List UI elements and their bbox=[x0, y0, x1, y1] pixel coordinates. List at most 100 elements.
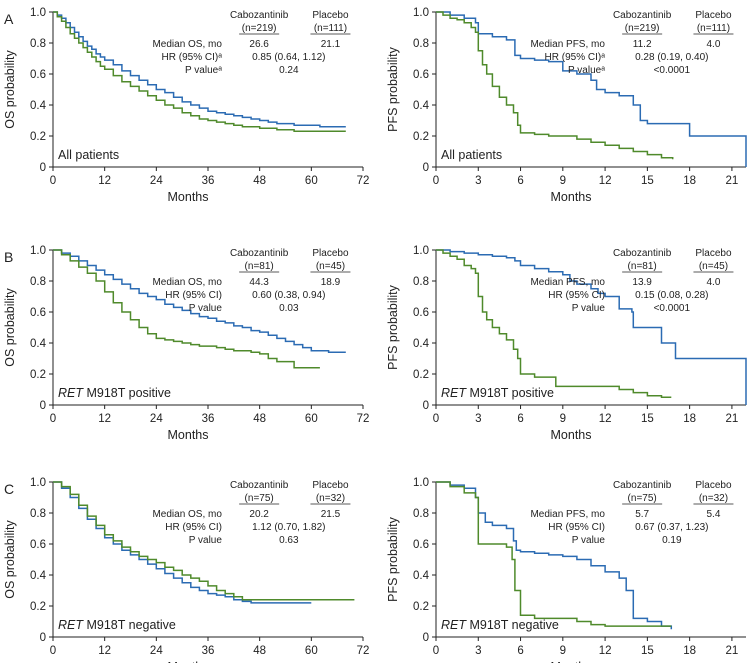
y-axis-title: PFS probability bbox=[386, 284, 400, 370]
arm-header-placebo: Placebo bbox=[312, 10, 349, 21]
stat-value: 0.85 (0.64, 1.12) bbox=[252, 52, 325, 63]
km-curve-placebo bbox=[436, 481, 672, 627]
km-curve-cabozantinib bbox=[53, 11, 346, 128]
y-tick-label: 0.6 bbox=[30, 69, 46, 81]
km-panel-2: 0 0.2 0.4 0.6 0.8 1.0 0 3 6 9 12 15 18 21 Months PFS pr… bbox=[386, 7, 747, 204]
km-curve-cabozantinib bbox=[53, 481, 312, 604]
stat-row-label: HR (95% CI)ᵃ bbox=[162, 52, 223, 63]
row-letter-C: C bbox=[4, 481, 14, 497]
subgroup-gene: RET bbox=[58, 618, 84, 632]
x-tick-label: 12 bbox=[98, 175, 111, 187]
subgroup-label: RET M918T positive bbox=[58, 386, 171, 400]
arm-header-cabozantinib: Cabozantinib bbox=[613, 10, 672, 21]
y-tick-label: 0.2 bbox=[30, 601, 46, 613]
subgroup-gene: RET bbox=[58, 386, 84, 400]
stat-value: 0.03 bbox=[279, 303, 299, 314]
arm-header-placebo: Placebo bbox=[312, 480, 349, 491]
arm-header-placebo: Placebo bbox=[695, 10, 732, 21]
stat-value: 0.28 (0.19, 0.40) bbox=[635, 52, 708, 63]
arm-header-placebo: Placebo bbox=[695, 248, 732, 259]
x-tick-label: 15 bbox=[641, 645, 654, 657]
y-tick-label: 0.8 bbox=[413, 276, 429, 288]
stat-value: 21.5 bbox=[321, 509, 341, 520]
x-tick-label: 12 bbox=[599, 413, 612, 425]
x-tick-label: 72 bbox=[357, 413, 370, 425]
x-tick-label: 21 bbox=[726, 645, 739, 657]
stat-value: 5.4 bbox=[706, 509, 720, 520]
x-axis-title: Months bbox=[168, 428, 209, 442]
x-tick-label: 9 bbox=[560, 645, 566, 657]
stat-value: 0.60 (0.38, 0.94) bbox=[252, 290, 325, 301]
stat-value: 26.6 bbox=[249, 39, 269, 50]
y-tick-label: 1.0 bbox=[413, 477, 429, 489]
subgroup-text: M918T positive bbox=[466, 386, 554, 400]
x-tick-label: 18 bbox=[683, 413, 696, 425]
x-tick-label: 12 bbox=[98, 645, 111, 657]
y-tick-label: 1.0 bbox=[413, 245, 429, 257]
subgroup-text: M918T positive bbox=[83, 386, 171, 400]
stat-value: 0.67 (0.37, 1.23) bbox=[635, 522, 708, 533]
stat-value: 0.24 bbox=[279, 65, 299, 76]
arm-header-placebo: Placebo bbox=[695, 480, 732, 491]
stat-value: 18.9 bbox=[321, 277, 341, 288]
stat-row-label: P value bbox=[189, 535, 223, 546]
x-tick-label: 15 bbox=[641, 413, 654, 425]
x-tick-label: 36 bbox=[202, 645, 215, 657]
x-tick-label: 48 bbox=[253, 413, 266, 425]
stat-row-label: Median PFS, mo bbox=[530, 277, 605, 288]
y-tick-label: 0 bbox=[423, 162, 429, 174]
x-tick-label: 18 bbox=[683, 175, 696, 187]
stat-value: 0.19 bbox=[662, 535, 682, 546]
stat-value: 44.3 bbox=[249, 277, 269, 288]
x-axis-title: Months bbox=[551, 428, 592, 442]
stat-value: 4.0 bbox=[706, 277, 720, 288]
stat-row-label: HR (95% CI) bbox=[165, 290, 222, 301]
x-tick-label: 21 bbox=[726, 175, 739, 187]
y-tick-label: 1.0 bbox=[30, 245, 46, 257]
x-tick-label: 0 bbox=[433, 413, 439, 425]
km-curve-cabozantinib bbox=[436, 249, 747, 405]
stat-value: 13.9 bbox=[632, 277, 652, 288]
x-axis-title: Months bbox=[168, 190, 209, 204]
y-axis-title: OS probability bbox=[3, 519, 17, 598]
y-tick-label: 0.2 bbox=[30, 131, 46, 143]
arm-header-cabozantinib: Cabozantinib bbox=[613, 248, 672, 259]
y-tick-label: 0.6 bbox=[413, 307, 429, 319]
y-tick-label: 0.8 bbox=[30, 508, 46, 520]
stat-value: 0.63 bbox=[279, 535, 299, 546]
y-axis-title: OS probability bbox=[3, 287, 17, 366]
x-tick-label: 0 bbox=[50, 413, 56, 425]
y-tick-label: 0.6 bbox=[30, 307, 46, 319]
y-axis-title: PFS probability bbox=[386, 516, 400, 602]
subgroup-text: All patients bbox=[441, 148, 502, 162]
subgroup-text: All patients bbox=[58, 148, 119, 162]
km-curve-placebo bbox=[53, 481, 355, 601]
y-tick-label: 0.4 bbox=[30, 100, 47, 112]
km-panel-3: 0 0.2 0.4 0.6 0.8 1.0 0 12 24 36 48 60 72 Months OS pr… bbox=[3, 245, 369, 442]
y-tick-label: 0.8 bbox=[30, 38, 46, 50]
subgroup-label: All patients bbox=[58, 148, 119, 162]
y-tick-label: 0 bbox=[423, 400, 429, 412]
stat-row-label: Median OS, mo bbox=[152, 277, 222, 288]
x-tick-label: 48 bbox=[253, 645, 266, 657]
y-tick-label: 0.2 bbox=[413, 131, 429, 143]
y-tick-label: 0.4 bbox=[413, 570, 430, 582]
x-tick-label: 60 bbox=[305, 413, 318, 425]
subgroup-label: All patients bbox=[441, 148, 502, 162]
y-tick-label: 1.0 bbox=[30, 477, 46, 489]
stat-row-label: P value bbox=[572, 535, 606, 546]
row-letter-A: A bbox=[4, 11, 14, 27]
y-tick-label: 0.8 bbox=[30, 276, 46, 288]
arm-n-cabozantinib: (n=219) bbox=[625, 23, 660, 34]
subgroup-label: RET M918T positive bbox=[441, 386, 554, 400]
x-tick-label: 3 bbox=[475, 413, 481, 425]
x-tick-label: 9 bbox=[560, 175, 566, 187]
km-curve-placebo bbox=[53, 11, 346, 133]
y-tick-label: 0 bbox=[40, 632, 46, 644]
x-tick-label: 72 bbox=[357, 175, 370, 187]
stat-value: <0.0001 bbox=[654, 303, 691, 314]
arm-n-cabozantinib: (n=75) bbox=[245, 493, 274, 504]
x-tick-label: 12 bbox=[599, 645, 612, 657]
arm-n-cabozantinib: (n=81) bbox=[628, 261, 657, 272]
